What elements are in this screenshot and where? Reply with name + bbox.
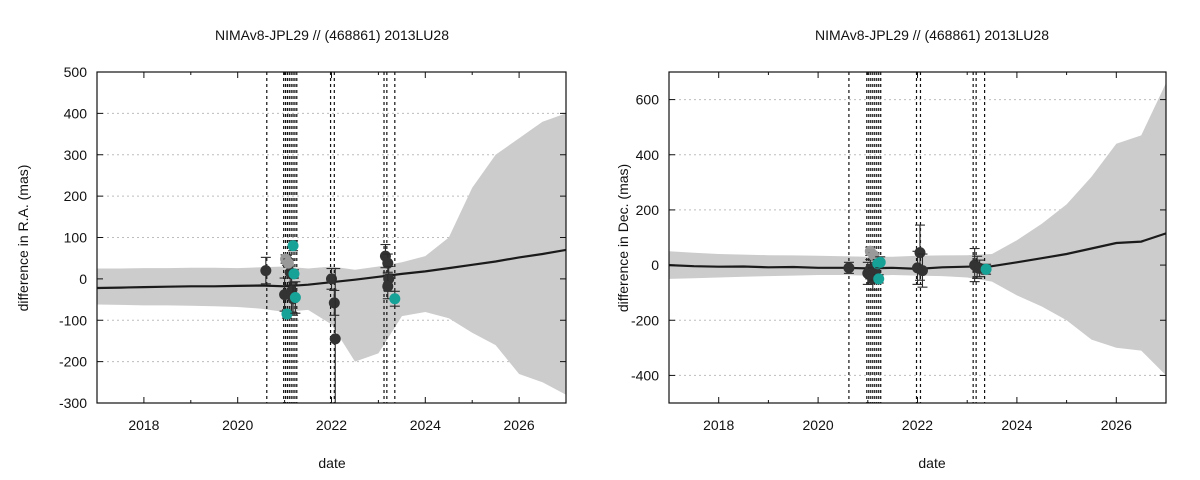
y-tick-label: -400 <box>631 367 659 383</box>
x-tick-label: 2026 <box>1101 417 1132 433</box>
chart-ra: NIMAv8-JPL29 // (468861) 2013LU28 date d… <box>15 27 567 471</box>
uncertainty-band <box>97 113 566 395</box>
data-point <box>260 265 272 277</box>
y-tick-label: 400 <box>636 147 660 163</box>
x-tick-label: 2020 <box>222 417 253 433</box>
x-tick-label: 2018 <box>128 417 159 433</box>
y-tick-label: -100 <box>59 312 87 328</box>
x-tick-label: 2018 <box>703 417 734 433</box>
x-tick-label: 2022 <box>316 417 347 433</box>
y-tick-label: 600 <box>636 92 660 108</box>
chart-dec: NIMAv8-JPL29 // (468861) 2013LU28 date d… <box>615 27 1167 471</box>
data-point <box>873 273 885 285</box>
data-point <box>382 257 394 269</box>
data-point <box>914 247 926 259</box>
x-tick-label: 2022 <box>902 417 933 433</box>
data-point <box>980 263 992 275</box>
data-point <box>389 293 401 305</box>
x-tick-label: 2026 <box>504 417 535 433</box>
data-point <box>874 256 886 268</box>
data-point <box>328 297 340 309</box>
data-point <box>289 291 301 303</box>
y-tick-label: 200 <box>636 202 660 218</box>
y-tick-label: 400 <box>64 105 88 121</box>
y-tick-label: -200 <box>59 354 87 370</box>
y-tick-label: 100 <box>64 230 88 246</box>
y-tick-label: -300 <box>59 395 87 411</box>
y-axis-label: difference in R.A. (mas) <box>15 165 31 312</box>
uncertainty-band <box>669 83 1166 376</box>
x-tick-label: 2024 <box>1001 417 1032 433</box>
x-axis-label: date <box>918 455 945 471</box>
y-axis-label: difference in Dec. (mas) <box>615 164 631 312</box>
data-point <box>916 265 928 277</box>
data-point <box>282 257 294 269</box>
data-point <box>382 280 394 292</box>
data-point <box>288 268 300 280</box>
data-point <box>326 273 337 285</box>
data-point <box>868 249 880 261</box>
chart-title: NIMAv8-JPL29 // (468861) 2013LU28 <box>815 27 1049 43</box>
y-tick-label: 300 <box>64 147 88 163</box>
data-point <box>329 333 341 345</box>
plot-area <box>669 72 1166 403</box>
x-axis-label: date <box>318 455 345 471</box>
data-point <box>843 262 855 274</box>
y-tick-label: -200 <box>631 312 659 328</box>
y-tick-label: 0 <box>79 271 87 287</box>
x-tick-label: 2024 <box>410 417 441 433</box>
data-point <box>281 308 293 320</box>
chart-title: NIMAv8-JPL29 // (468861) 2013LU28 <box>215 27 449 43</box>
y-tick-label: 200 <box>64 188 88 204</box>
plot-area <box>97 72 566 403</box>
data-point <box>287 240 299 252</box>
y-tick-label: 0 <box>651 257 659 273</box>
y-tick-label: 500 <box>64 64 88 80</box>
x-tick-label: 2020 <box>803 417 834 433</box>
